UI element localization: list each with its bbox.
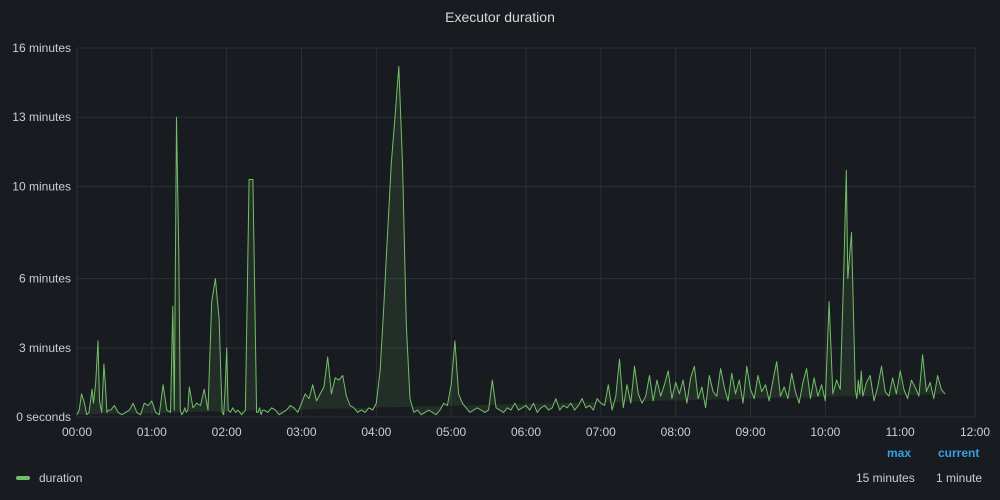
panel-title[interactable]: Executor duration — [445, 9, 555, 25]
y-tick-label: 16 minutes — [12, 41, 71, 55]
legend: duration max current 15 minutes 1 minute — [0, 446, 1000, 492]
x-tick-label: 12:00 — [960, 425, 990, 439]
chart-grid — [76, 47, 976, 418]
x-tick-label: 04:00 — [361, 425, 391, 439]
x-tick-label: 06:00 — [511, 425, 541, 439]
x-tick-label: 05:00 — [436, 425, 466, 439]
y-tick-label: 10 minutes — [12, 179, 71, 193]
x-tick-label: 09:00 — [735, 425, 765, 439]
y-tick-label: 6 minutes — [19, 272, 71, 286]
legend-series-name: duration — [39, 471, 83, 485]
x-tick-label: 10:00 — [810, 425, 840, 439]
legend-value-max: 15 minutes — [856, 471, 915, 485]
y-tick-label: 13 minutes — [12, 110, 71, 124]
y-tick-label: 0 seconds — [16, 410, 71, 424]
duration-line[interactable] — [76, 65, 946, 416]
y-axis: 0 seconds 3 minutes 6 minutes 10 minutes 13 … — [12, 41, 71, 424]
x-tick-label: 07:00 — [586, 425, 616, 439]
legend-header-max[interactable]: max — [887, 446, 912, 460]
duration-area-fill — [77, 66, 946, 415]
x-tick-label: 03:00 — [286, 425, 316, 439]
legend-value-current: 1 minute — [936, 471, 983, 485]
legend-header-current[interactable]: current — [938, 446, 980, 460]
legend-item-duration[interactable]: duration — [16, 471, 82, 485]
x-tick-label: 02:00 — [212, 425, 242, 439]
x-tick-label: 01:00 — [137, 425, 167, 439]
x-axis: 00:00 01:00 02:00 03:00 04:00 05:00 06:00 07:00… — [62, 425, 990, 439]
x-tick-label: 08:00 — [661, 425, 691, 439]
x-tick-label: 00:00 — [62, 425, 92, 439]
y-tick-label: 3 minutes — [19, 341, 71, 355]
legend-swatch — [16, 476, 30, 480]
x-tick-label: 11:00 — [886, 425, 915, 439]
